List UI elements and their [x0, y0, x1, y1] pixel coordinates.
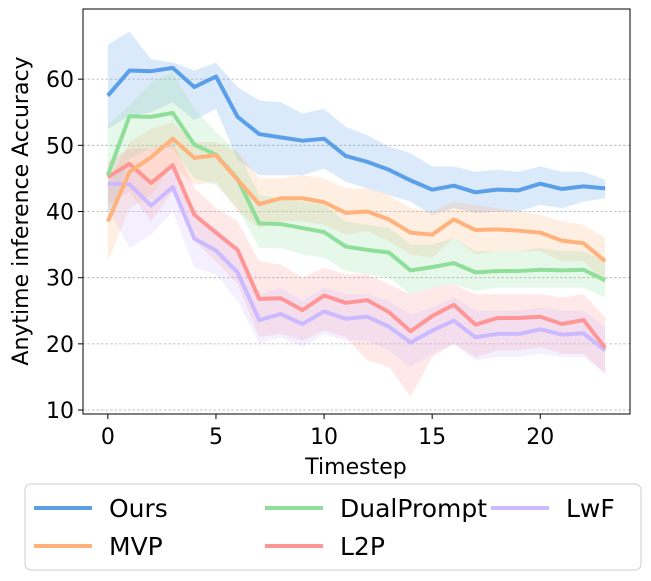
legend-frame [24, 483, 642, 571]
line-lwf [107, 181, 607, 353]
y-tick-label-40: 40 [46, 201, 74, 226]
y-axis-title: Anytime inference Accuracy [9, 56, 34, 365]
x-tick-label-10: 10 [310, 425, 338, 450]
x-axis-title: Timestep [304, 455, 406, 480]
y-axis-ticks: 10 20 30 40 50 60 [46, 68, 83, 424]
band-mvp [107, 122, 606, 285]
legend-label-ours: Ours [109, 494, 168, 523]
y-tick-label-20: 20 [46, 333, 74, 358]
y-tick-label-10: 10 [46, 399, 74, 424]
y-tick-label-60: 60 [46, 68, 74, 93]
legend-item-l2p: L2P [265, 532, 385, 561]
series-lines [105, 65, 607, 353]
x-tick-label-5: 5 [209, 425, 223, 450]
line-mvp [106, 136, 607, 263]
legend-items: Ours MVP DualPrompt L2P LwF [34, 494, 615, 561]
legend: Ours MVP DualPrompt L2P LwF [24, 483, 642, 571]
legend-label-l2p: L2P [340, 532, 385, 561]
band-lwf [107, 161, 606, 374]
legend-label-mvp: MVP [109, 532, 163, 561]
band-dualprompt [107, 72, 606, 298]
band-l2p [107, 142, 606, 397]
legend-label-lwf: LwF [566, 494, 615, 523]
x-tick-label-15: 15 [418, 425, 446, 450]
line-ours [106, 65, 606, 195]
y-tick-label-50: 50 [46, 134, 74, 159]
legend-item-ours: Ours [34, 494, 168, 523]
confidence-bands [107, 31, 606, 397]
band-ours [107, 31, 606, 215]
line-l2p [106, 161, 607, 350]
legend-item-mvp: MVP [34, 532, 163, 561]
x-tick-label-20: 20 [526, 425, 554, 450]
legend-item-dualprompt: DualPrompt [265, 494, 487, 523]
legend-label-dualprompt: DualPrompt [340, 494, 487, 523]
legend-item-lwf: LwF [491, 494, 615, 523]
x-tick-label-0: 0 [101, 425, 115, 450]
y-tick-label-30: 30 [46, 267, 74, 292]
line-dualprompt [105, 110, 607, 283]
grid-layer [83, 78, 630, 411]
x-axis-ticks: 0 5 10 15 20 [101, 414, 554, 450]
